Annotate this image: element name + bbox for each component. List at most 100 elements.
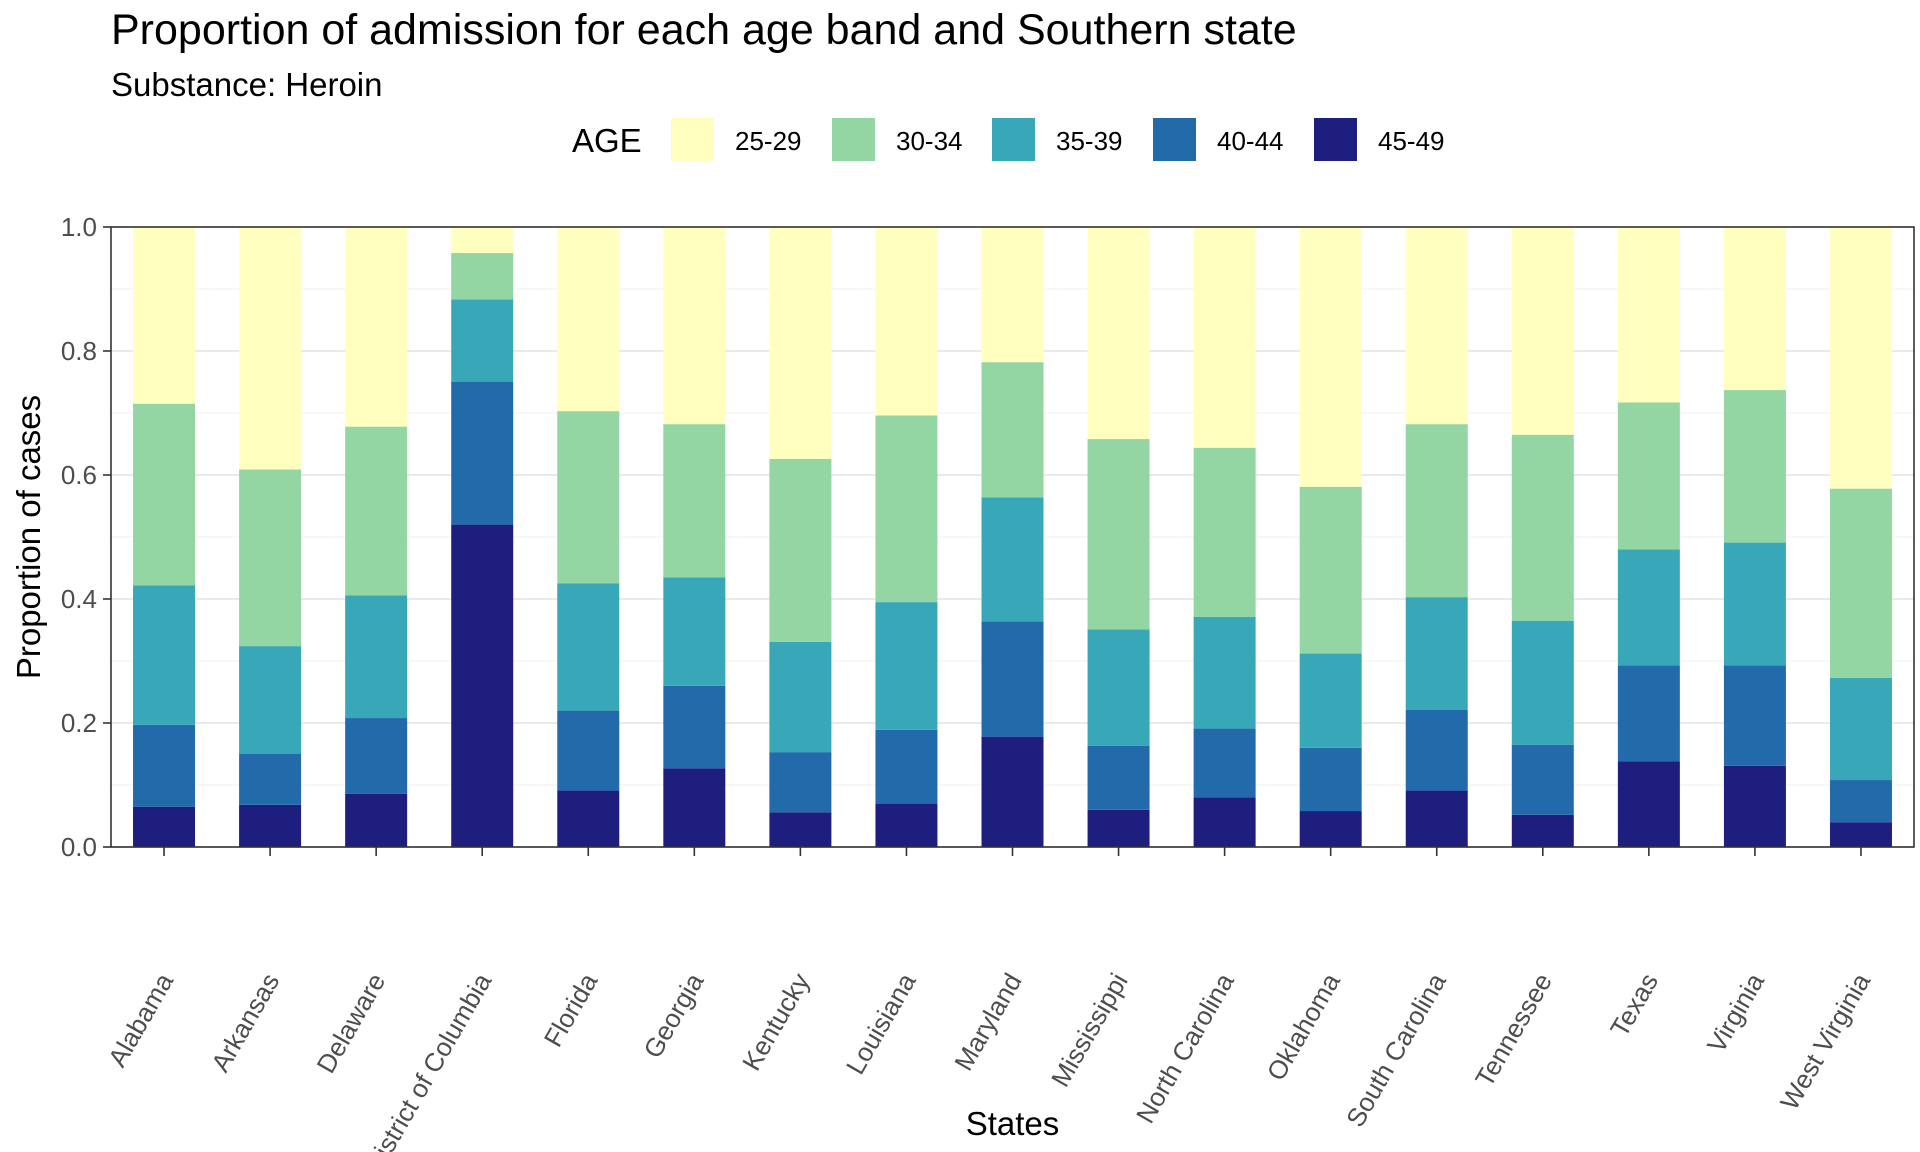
chart-title: Proportion of admission for each age ban… bbox=[111, 6, 1297, 54]
x-tick-label-north-carolina: North Carolina bbox=[1130, 968, 1240, 1129]
bar-delaware-30-34 bbox=[345, 426, 408, 596]
bar-mississippi-35-39 bbox=[1087, 629, 1150, 746]
bar-oklahoma-40-44 bbox=[1299, 747, 1362, 812]
bar-west-virginia-30-34 bbox=[1829, 488, 1892, 678]
bar-kentucky-25-29 bbox=[769, 227, 832, 459]
bar-georgia-45-49 bbox=[663, 768, 726, 847]
x-tick-label-kentucky: Kentucky bbox=[736, 968, 815, 1076]
legend-label-40-44: 40-44 bbox=[1217, 126, 1284, 156]
bar-district-of-columbia-45-49 bbox=[451, 524, 514, 847]
bar-florida-45-49 bbox=[557, 790, 620, 847]
bar-kentucky-45-49 bbox=[769, 812, 832, 847]
x-tick-label-maryland: Maryland bbox=[948, 968, 1027, 1076]
bar-oklahoma-30-34 bbox=[1299, 486, 1362, 654]
y-axis-title: Proportion of cases bbox=[10, 395, 47, 679]
bar-virginia-45-49 bbox=[1723, 765, 1786, 847]
bar-louisiana-40-44 bbox=[875, 729, 938, 804]
bar-north-carolina-35-39 bbox=[1193, 616, 1256, 729]
bar-south-carolina-25-29 bbox=[1405, 227, 1468, 425]
bar-louisiana-45-49 bbox=[875, 803, 938, 847]
x-tick-label-virginia: Virginia bbox=[1701, 968, 1770, 1058]
bar-maryland-25-29 bbox=[981, 227, 1044, 363]
bar-south-carolina-40-44 bbox=[1405, 709, 1468, 791]
x-tick-label-georgia: Georgia bbox=[637, 968, 709, 1064]
bar-maryland-30-34 bbox=[981, 362, 1044, 498]
legend-label-30-34: 30-34 bbox=[896, 126, 963, 156]
legend-key-25-29 bbox=[671, 118, 714, 161]
bar-georgia-30-34 bbox=[663, 424, 726, 578]
bar-texas-45-49 bbox=[1617, 761, 1680, 847]
y-tick-label: 1.0 bbox=[61, 212, 97, 242]
bar-south-carolina-35-39 bbox=[1405, 597, 1468, 710]
x-tick-label-texas: Texas bbox=[1604, 968, 1664, 1042]
x-tick-label-delaware: Delaware bbox=[310, 968, 391, 1078]
x-tick-label-arkansas: Arkansas bbox=[205, 968, 285, 1077]
bar-west-virginia-35-39 bbox=[1829, 677, 1892, 781]
bar-tennessee-25-29 bbox=[1511, 227, 1574, 435]
bar-florida-25-29 bbox=[557, 227, 620, 412]
bar-florida-35-39 bbox=[557, 583, 620, 711]
bar-district-of-columbia-25-29 bbox=[451, 227, 514, 254]
bar-louisiana-35-39 bbox=[875, 602, 938, 730]
bar-delaware-25-29 bbox=[345, 227, 408, 427]
bar-maryland-40-44 bbox=[981, 621, 1044, 737]
y-tick-label: 0.0 bbox=[61, 832, 97, 862]
bar-alabama-40-44 bbox=[133, 724, 196, 807]
bar-texas-30-34 bbox=[1617, 402, 1680, 550]
bar-west-virginia-45-49 bbox=[1829, 822, 1892, 847]
x-tick-label-tennessee: Tennessee bbox=[1469, 968, 1558, 1092]
legend-key-30-34 bbox=[832, 118, 875, 161]
bar-maryland-45-49 bbox=[981, 736, 1044, 847]
bar-tennessee-40-44 bbox=[1511, 744, 1574, 815]
bar-district-of-columbia-35-39 bbox=[451, 299, 514, 382]
x-tick-label-oklahoma: Oklahoma bbox=[1261, 968, 1346, 1086]
bar-mississippi-45-49 bbox=[1087, 809, 1150, 847]
bar-north-carolina-45-49 bbox=[1193, 797, 1256, 847]
bar-north-carolina-30-34 bbox=[1193, 447, 1256, 617]
bar-virginia-35-39 bbox=[1723, 542, 1786, 666]
bar-south-carolina-30-34 bbox=[1405, 424, 1468, 598]
bar-mississippi-40-44 bbox=[1087, 745, 1150, 810]
bar-delaware-35-39 bbox=[345, 595, 408, 719]
bar-arkansas-30-34 bbox=[239, 469, 302, 647]
bar-mississippi-30-34 bbox=[1087, 439, 1150, 630]
bar-georgia-35-39 bbox=[663, 577, 726, 686]
x-tick-label-louisiana: Louisiana bbox=[840, 968, 922, 1080]
bar-delaware-45-49 bbox=[345, 793, 408, 847]
x-axis-title: States bbox=[966, 1105, 1060, 1142]
bar-virginia-40-44 bbox=[1723, 665, 1786, 766]
bar-florida-40-44 bbox=[557, 710, 620, 791]
bar-district-of-columbia-30-34 bbox=[451, 253, 514, 300]
x-tick-label-mississippi: Mississippi bbox=[1045, 968, 1134, 1092]
legend: AGE 25-29 30-34 35-39 40-44 45-49 bbox=[572, 118, 1445, 161]
x-tick-label-florida: Florida bbox=[538, 968, 604, 1052]
legend-key-35-39 bbox=[992, 118, 1035, 161]
bar-arkansas-40-44 bbox=[239, 754, 302, 805]
legend-key-40-44 bbox=[1153, 118, 1196, 161]
x-tick-label-west-virginia: West Virginia bbox=[1774, 968, 1876, 1115]
bar-arkansas-35-39 bbox=[239, 646, 302, 754]
legend-label-35-39: 35-39 bbox=[1056, 126, 1123, 156]
y-tick-label: 0.6 bbox=[61, 460, 97, 490]
bar-arkansas-25-29 bbox=[239, 227, 302, 470]
chart-subtitle: Substance: Heroin bbox=[111, 66, 383, 103]
bar-alabama-35-39 bbox=[133, 585, 196, 725]
bar-texas-25-29 bbox=[1617, 227, 1680, 403]
bar-north-carolina-40-44 bbox=[1193, 728, 1256, 798]
bars bbox=[133, 227, 1892, 847]
bar-oklahoma-35-39 bbox=[1299, 653, 1362, 748]
legend-title: AGE bbox=[572, 122, 642, 159]
bar-oklahoma-45-49 bbox=[1299, 811, 1362, 847]
bar-maryland-35-39 bbox=[981, 497, 1044, 622]
bar-district-of-columbia-40-44 bbox=[451, 382, 514, 525]
bar-delaware-40-44 bbox=[345, 718, 408, 794]
y-tick-label: 0.2 bbox=[61, 708, 97, 738]
x-tick-label-alabama: Alabama bbox=[102, 968, 180, 1072]
bar-west-virginia-25-29 bbox=[1829, 227, 1892, 489]
bar-louisiana-30-34 bbox=[875, 415, 938, 603]
bar-tennessee-35-39 bbox=[1511, 620, 1574, 745]
bar-texas-35-39 bbox=[1617, 549, 1680, 666]
bar-alabama-25-29 bbox=[133, 227, 196, 404]
bar-louisiana-25-29 bbox=[875, 227, 938, 416]
